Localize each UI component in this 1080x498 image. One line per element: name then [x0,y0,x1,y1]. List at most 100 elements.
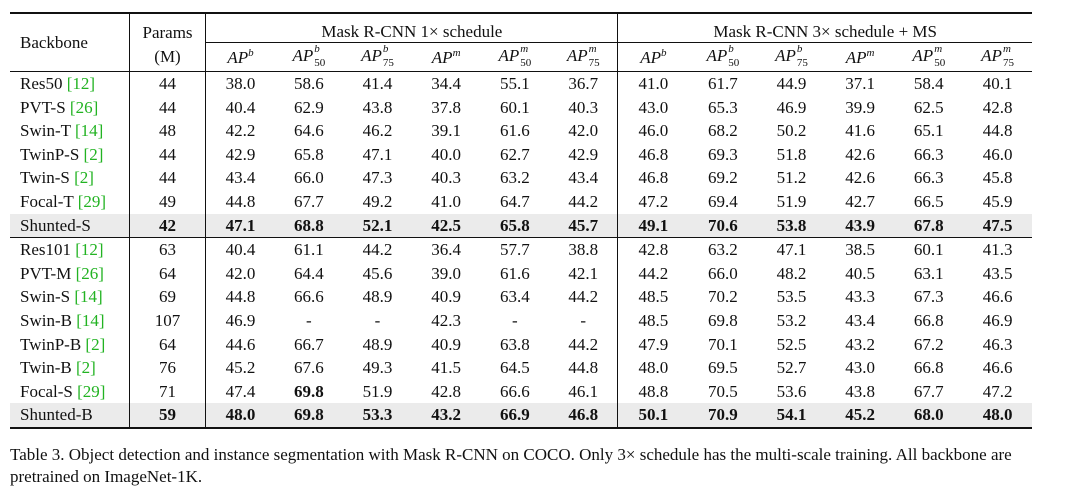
metric-value-cell: 68.2 [707,121,738,141]
citation-link[interactable]: [12] [66,74,96,93]
metric-value-cell: 49.2 [362,191,393,211]
citation-link[interactable]: [2] [75,358,96,378]
metric-value-cell: 53.5 [776,287,807,307]
metric-value-cell: 40.9 [431,287,462,307]
header-group-3x: Mask R-CNN 3× schedule + MS [617,12,1032,43]
citation-link[interactable]: [14] [74,121,104,141]
table-row: Twin-B [2] 76 45.2 67.6 49.3 41.5 64.5 44.8 48.0… [10,356,1032,380]
backbone-name: Shunted-S [20,215,91,235]
metric-value-cell: 40.3 [431,168,462,188]
citation-link[interactable]: [29] [77,191,107,211]
metric-value-cell: 61.7 [688,70,758,96]
header-metric: AP b 75 [757,43,826,72]
header-metric: AP b 75 [343,43,412,72]
metric-value-cell: 43.4 [205,166,275,190]
backbone-name: Swin-T [20,121,71,141]
params-cell: 49 [128,189,206,214]
params-cell: 44 [128,70,206,96]
metric-value-cell: 63.2 [499,168,530,188]
metric-value-cell: 66.6 [499,381,530,401]
metric-value-cell: 67.7 [293,191,324,211]
metric-value-cell: 65.8 [293,144,324,164]
params-cell: 44 [128,166,206,190]
metric-value-cell: 36.7 [549,70,618,96]
header-params-line1: Params [128,12,206,43]
metric-value-cell: 45.7 [549,213,618,238]
table-row: TwinP-B [2] 64 44.6 66.7 48.9 40.9 63.8 44.2 47.… [10,332,1032,357]
metric-value-cell: 47.1 [757,237,826,262]
metric-value-cell: 46.1 [568,381,599,401]
metric-value-cell: 66.8 [913,358,944,378]
citation-link[interactable]: [26] [75,263,104,283]
metric-value-cell: 64.5 [499,358,530,378]
citation-link[interactable]: [14] [76,310,105,330]
metric-value-cell: 69.2 [707,168,738,188]
header-metric: APb [617,42,689,72]
backbone-name: PVT-S [20,97,66,117]
backbone-cell: Swin-B [14] [10,309,129,333]
backbone-cell: TwinP-B [2] [10,333,129,357]
metric-value-cell: 69.8 [274,403,344,429]
metric-value-cell: 43.9 [825,213,895,238]
table-row: Swin-B [14] 107 46.9- -42.3- -48.5 69.8 53.2 43… [10,308,1032,333]
metric-value-cell: 69.5 [707,358,738,378]
metric-value-cell: 64.4 [293,263,324,283]
citation-link[interactable]: [14] [74,287,103,307]
metric-value-cell: 42.1 [568,263,599,283]
metric-value-cell: 46.6 [982,287,1013,307]
metric-value-cell: 65.1 [913,121,944,141]
backbone-name: Swin-B [20,310,72,330]
metric-value-cell: 41.4 [343,70,412,96]
metric-value-cell: 70.6 [688,213,758,238]
metric-value-cell: 70.5 [707,381,738,401]
metric-value-cell: 38.5 [825,237,895,262]
metric-value-cell: 66.7 [293,334,324,354]
citation-link[interactable]: [26] [69,97,99,117]
citation-link[interactable]: [2] [83,144,104,164]
metric-value-cell: 66.6 [293,287,324,307]
backbone-cell: Focal-S [29] [10,380,129,404]
params-cell: 64 [128,332,206,357]
metric-value-cell: 70.2 [707,287,738,307]
metric-value-cell: 46.8 [549,403,618,429]
table-row: Focal-S [29] 71 47.4 69.8 51.9 42.8 66.6 46.1 48… [10,379,1032,404]
citation-link[interactable]: [29] [77,381,106,401]
metric-value-cell: 43.3 [845,287,876,307]
citation-link[interactable]: [12] [75,240,104,260]
metric-value-cell: 67.8 [894,213,964,238]
metric-value-cell: 43.0 [845,358,876,378]
metric-value-cell: 46.8 [617,166,689,190]
metric-value-cell: 44.8 [205,189,275,214]
metric-value-cell: 64.7 [499,191,530,211]
backbone-cell: Swin-S [14] [10,285,129,309]
metric-value-cell: 54.1 [757,403,826,429]
metric-value-cell: 46.0 [617,119,689,143]
citation-link[interactable]: [2] [85,334,106,354]
header-metric: AP b 50 [275,43,344,72]
backbone-cell: Shunted-S [10,213,130,238]
metric-value-cell: 40.1 [963,70,1032,96]
metric-value-cell: 43.2 [845,334,876,354]
metric-value-cell: 62.9 [293,97,324,117]
table-row: Shunted-S 42 47.1 68.8 52.1 42.5 65.8 45.7 49.1 7… [10,213,1032,238]
header-metric: APm [412,43,481,72]
results-table: Backbone Params Mask R-CNN 1× schedule M… [10,12,1032,429]
metric-value-cell: 62.5 [913,97,944,117]
citation-link[interactable]: [2] [74,168,94,188]
backbone-name: Res50 [20,74,63,93]
metric-value-cell: 42.3 [431,310,462,330]
params-cell: 76 [128,356,206,380]
backbone-cell: Res50 [12] [10,70,130,96]
metric-value-cell: 68.8 [274,213,344,238]
metric-label: AP m 75 [566,42,600,69]
metric-value-cell: 40.4 [205,237,275,262]
backbone-cell: PVT-M [26] [10,262,129,286]
metric-value-cell: 39.1 [431,121,462,141]
metric-value-cell: 48.5 [617,308,689,333]
params-cell: 64 [128,261,206,286]
metric-value-cell: 66.0 [293,168,324,188]
metric-value-cell: 41.3 [963,237,1032,262]
metric-value-cell: 61.6 [499,121,530,141]
table-caption: Table 3. Object detection and instance s… [10,445,1012,486]
metric-value-cell: 37.1 [825,70,895,96]
